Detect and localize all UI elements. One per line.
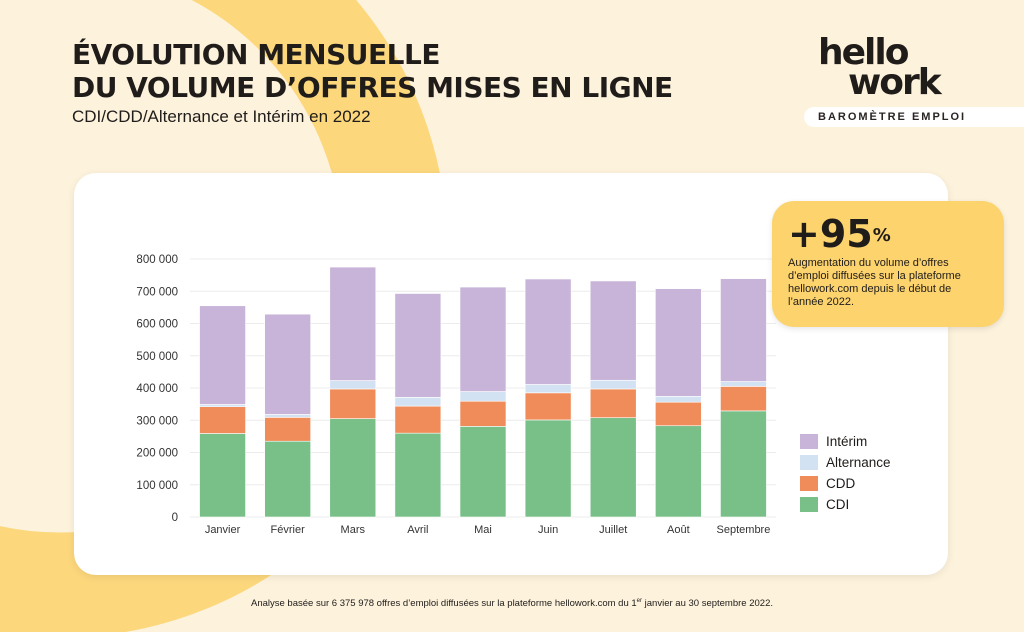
bar-segment-cdd bbox=[459, 400, 507, 427]
bar-segment-cdi bbox=[394, 432, 442, 518]
bar-segment-cdd bbox=[524, 392, 572, 421]
stat-number: +95 bbox=[788, 212, 873, 256]
bar-segment-cdi bbox=[524, 419, 572, 518]
barometre-tagline: BAROMÈTRE EMPLOI bbox=[804, 107, 1024, 127]
bar-segment-cdd bbox=[394, 405, 442, 434]
footnote-text: Analyse basée sur 6 375 978 offres d’emp… bbox=[250, 598, 637, 610]
legend-item: Intérim bbox=[800, 431, 891, 452]
legend-label: Alternance bbox=[826, 455, 891, 470]
legend-item: Alternance bbox=[800, 452, 891, 473]
y-tick-label: 200 000 bbox=[136, 448, 178, 460]
logo-line-2: work bbox=[848, 62, 942, 103]
logo-line-1: hello bbox=[818, 32, 909, 73]
y-tick-label: 300 000 bbox=[136, 415, 178, 427]
x-tick-label: Avril bbox=[407, 524, 428, 536]
x-tick-label: Mai bbox=[474, 524, 492, 536]
bar-segment-cdi bbox=[655, 425, 702, 518]
y-tick-label: 100 000 bbox=[136, 480, 178, 492]
footnote: Analyse basée sur 6 375 978 offres d’emp… bbox=[0, 598, 1024, 609]
bar-segment-cdi bbox=[329, 418, 377, 518]
bar-segment-cdd bbox=[199, 406, 246, 434]
footnote-text-end: janvier au 30 septembre 2022. bbox=[642, 598, 773, 610]
y-tick-label: 500 000 bbox=[136, 351, 178, 363]
hellowork-logo: hello work bbox=[818, 32, 942, 103]
legend-item: CDI bbox=[800, 494, 891, 515]
legend-swatch bbox=[800, 497, 818, 512]
legend-label: CDD bbox=[826, 476, 856, 491]
chart-legend: Intérim Alternance CDD CDI bbox=[800, 431, 891, 515]
bar-segment-intrim bbox=[199, 305, 246, 405]
y-tick-label: 400 000 bbox=[136, 383, 178, 395]
x-tick-label: Juin bbox=[538, 524, 558, 536]
y-tick-label: 600 000 bbox=[136, 319, 178, 331]
bar-segment-alternance bbox=[199, 404, 246, 408]
bar-segment-cdi bbox=[720, 410, 767, 518]
bar-segment-cdd bbox=[264, 417, 311, 442]
bar-segment-cdd bbox=[655, 401, 702, 427]
y-tick-label: 800 000 bbox=[136, 254, 178, 266]
bar-segment-alternance bbox=[589, 379, 637, 390]
x-tick-label: Février bbox=[271, 524, 306, 536]
bar-segment-intrim bbox=[589, 280, 637, 381]
title-line-1: ÉVOLUTION MENSUELLE bbox=[72, 38, 440, 71]
legend-swatch bbox=[800, 434, 818, 449]
bar-segment-cdi bbox=[199, 433, 246, 518]
x-tick-label: Mars bbox=[341, 524, 366, 536]
x-tick-label: Août bbox=[667, 524, 690, 536]
bar-segment-cdd bbox=[720, 386, 767, 412]
bar-segment-alternance bbox=[655, 396, 702, 403]
bar-segment-alternance bbox=[720, 381, 767, 387]
bar-segment-cdi bbox=[589, 417, 637, 518]
legend-label: Intérim bbox=[826, 434, 868, 449]
bar-segment-alternance bbox=[394, 397, 442, 407]
bar-segment-alternance bbox=[264, 414, 311, 418]
bar-segment-intrim bbox=[655, 288, 702, 397]
bar-segment-cdi bbox=[264, 440, 311, 518]
footnote-sup: er bbox=[636, 598, 643, 604]
legend-label: CDI bbox=[826, 497, 850, 512]
x-tick-label: Septembre bbox=[717, 524, 771, 536]
bar-segment-intrim bbox=[329, 266, 377, 381]
y-tick-label: 0 bbox=[172, 512, 178, 524]
bar-segment-alternance bbox=[524, 384, 572, 394]
stacked-bar-chart: 0 100 000 200 000 300 000 400 000 500 000 600 … bbox=[136, 254, 776, 536]
x-tick-label: Janvier bbox=[205, 524, 241, 536]
bar-segment-intrim bbox=[720, 278, 767, 382]
x-tick-label: Juillet bbox=[599, 524, 627, 536]
page-title: ÉVOLUTION MENSUELLE DU VOLUME D’OFFRES M… bbox=[72, 38, 673, 104]
stat-unit: % bbox=[872, 225, 891, 246]
title-line-2: DU VOLUME D’OFFRES MISES EN LIGNE bbox=[72, 71, 673, 104]
bar-segment-alternance bbox=[459, 391, 507, 402]
bar-segment-intrim bbox=[524, 278, 572, 385]
bar-segment-intrim bbox=[459, 286, 507, 392]
legend-swatch bbox=[800, 455, 818, 470]
bar-segment-cdd bbox=[329, 388, 377, 419]
legend-swatch bbox=[800, 476, 818, 491]
stat-callout: +95% Augmentation du volume d’offres d’e… bbox=[772, 201, 1004, 327]
bar-segment-cdi bbox=[459, 426, 507, 518]
stat-description: Augmentation du volume d’offres d’emploi… bbox=[788, 257, 961, 308]
y-tick-label: 700 000 bbox=[136, 286, 178, 298]
bar-segment-alternance bbox=[329, 380, 377, 390]
bar-segment-intrim bbox=[394, 293, 442, 398]
bar-segment-intrim bbox=[264, 313, 311, 415]
bar-segment-cdd bbox=[589, 388, 637, 418]
legend-item: CDD bbox=[800, 473, 891, 494]
page-subtitle: CDI/CDD/Alternance et Intérim en 2022 bbox=[72, 107, 371, 126]
stat-value: +95% bbox=[788, 215, 988, 253]
